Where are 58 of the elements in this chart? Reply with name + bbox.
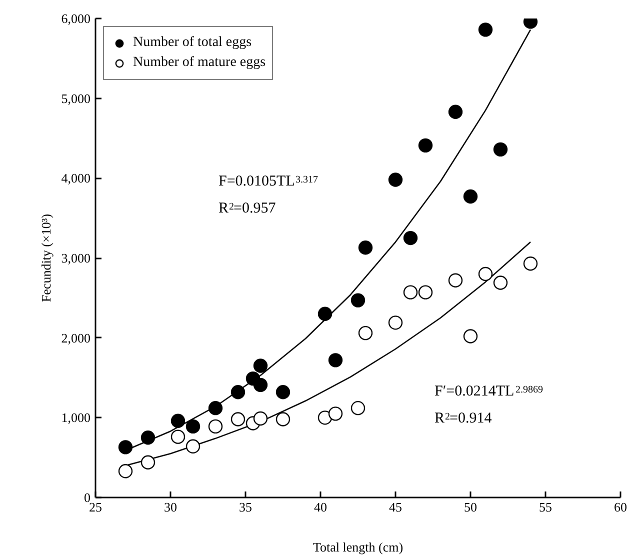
x-tick-label: 35	[239, 500, 252, 514]
y-tick-label: 0	[84, 490, 90, 505]
point	[388, 316, 403, 330]
point	[478, 266, 493, 282]
point	[328, 406, 343, 421]
point	[140, 430, 156, 445]
point	[358, 326, 373, 340]
y-tick-label: 4,000	[61, 170, 90, 186]
point	[328, 353, 343, 368]
point	[448, 104, 463, 119]
point	[448, 273, 463, 288]
point	[253, 378, 268, 392]
legend-label: Number of total eggs	[133, 35, 252, 51]
y-tick-label: 5,000	[61, 90, 90, 106]
point	[253, 411, 268, 426]
y-tick-label: 2,000	[61, 330, 90, 346]
x-tick-label: 25	[89, 500, 102, 514]
point	[170, 430, 186, 444]
point	[403, 230, 418, 246]
point	[186, 439, 200, 454]
point	[140, 455, 156, 470]
point	[403, 285, 418, 300]
point	[276, 385, 290, 400]
point	[118, 440, 133, 454]
legend-label: Number of mature eggs	[133, 55, 266, 71]
point	[350, 293, 366, 308]
point	[208, 401, 223, 416]
point	[493, 276, 508, 290]
point	[523, 256, 538, 271]
y-tick-label: 1,000	[61, 410, 90, 426]
point	[463, 189, 478, 204]
x-axis-title: Total length (cm)	[312, 540, 404, 554]
point	[350, 401, 366, 416]
point	[170, 414, 186, 428]
point	[276, 412, 290, 426]
y-tick-label: 6,000	[61, 11, 90, 26]
y-tick-label: 3,000	[61, 250, 90, 266]
x-tick-label: 60	[614, 500, 627, 514]
point	[253, 358, 268, 373]
x-tick-label: 40	[314, 500, 327, 514]
point	[230, 385, 246, 400]
x-tick-label: 30	[164, 500, 177, 514]
point	[478, 22, 493, 37]
point	[418, 285, 433, 300]
x-tick-label: 50	[464, 500, 477, 514]
point	[463, 329, 478, 344]
x-tick-label: 45	[389, 500, 402, 514]
point	[418, 138, 433, 153]
point	[493, 142, 508, 157]
x-tick-label: 55	[539, 500, 552, 514]
point	[186, 419, 200, 434]
point	[230, 412, 246, 426]
point	[358, 240, 373, 255]
point	[318, 306, 332, 321]
point	[388, 172, 403, 187]
point	[208, 419, 223, 434]
y-axis-title: Fecundity (×10³)	[38, 214, 54, 302]
point	[118, 464, 133, 478]
